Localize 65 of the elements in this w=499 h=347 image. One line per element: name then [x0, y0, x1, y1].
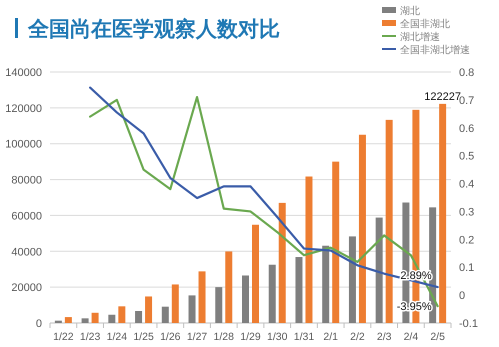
- bar: [145, 296, 152, 323]
- x-tick-label: 1/23: [80, 331, 100, 343]
- y-tick-label: 0: [36, 318, 42, 330]
- bar: [188, 295, 196, 323]
- legend-label: 湖北增速: [400, 31, 440, 43]
- y2-tick-label: 0.5: [459, 150, 474, 163]
- y2-tick-label: 0: [459, 290, 466, 302]
- bar: [108, 314, 116, 323]
- bar: [92, 312, 99, 323]
- x-tick-label: 2/4: [404, 331, 418, 343]
- bar: [242, 275, 249, 323]
- legend-label: 全国非湖北增速: [400, 44, 470, 56]
- data-label: 122227: [424, 90, 461, 103]
- y2-tick-label: 0.1: [459, 262, 474, 274]
- x-tick-label: 2/5: [430, 331, 446, 343]
- y-tick-label: 80000: [11, 174, 42, 187]
- y-tick-label: 20000: [11, 282, 42, 294]
- y2-tick-label: 0.4: [459, 178, 474, 191]
- y-tick-label: 40000: [11, 246, 42, 258]
- bar: [348, 236, 356, 323]
- bar: [376, 218, 383, 323]
- x-tick-label: 2/3: [376, 331, 392, 343]
- y2-tick-label: 0.2: [459, 234, 474, 246]
- bar: [322, 246, 330, 323]
- bar: [386, 120, 393, 323]
- x-tick-label: 1/26: [160, 331, 181, 343]
- x-tick-label: 1/29: [240, 331, 261, 343]
- x-tick-label: 1/22: [53, 331, 74, 343]
- bar: [358, 134, 366, 323]
- x-tick-label: 1/24: [106, 331, 128, 343]
- bar: [332, 162, 340, 323]
- bar: [172, 284, 179, 323]
- y2-tick-label: 0.8: [459, 67, 474, 79]
- bar: [118, 306, 126, 323]
- bar: [135, 310, 142, 323]
- y2-tick-label: 0.6: [459, 122, 474, 135]
- x-tick-label: 1/31: [294, 331, 314, 343]
- bar: [162, 306, 169, 323]
- x-tick-label: 2/1: [323, 331, 338, 343]
- bar: [305, 176, 312, 323]
- x-tick-label: 1/28: [214, 331, 234, 343]
- y-tick-label: 120000: [5, 102, 42, 115]
- bar: [225, 251, 232, 323]
- bar: [82, 318, 89, 323]
- y2-tick-label: 0.3: [459, 206, 474, 218]
- x-tick-label: 2/2: [350, 331, 365, 343]
- bar: [439, 104, 446, 323]
- bar: [198, 271, 206, 323]
- bar: [215, 287, 222, 323]
- y2-tick-label: 0.7: [459, 94, 474, 107]
- y2-tick-label: -0.1: [459, 318, 478, 330]
- x-tick-label: 1/25: [133, 331, 154, 343]
- y-tick-label: 100000: [5, 138, 42, 151]
- bar: [252, 224, 259, 323]
- x-tick-label: 1/30: [267, 331, 288, 343]
- bar: [295, 257, 302, 323]
- chart-title: 全国尚在医学观察人数对比: [27, 17, 280, 41]
- y-tick-label: 140000: [5, 67, 42, 79]
- legend-label: 全国非湖北: [400, 18, 450, 30]
- y-tick-label: 60000: [11, 210, 42, 222]
- bar: [268, 264, 276, 323]
- bar: [278, 202, 286, 323]
- x-tick-label: 1/27: [186, 331, 208, 343]
- legend-label: 湖北: [400, 5, 420, 17]
- bar: [64, 317, 72, 323]
